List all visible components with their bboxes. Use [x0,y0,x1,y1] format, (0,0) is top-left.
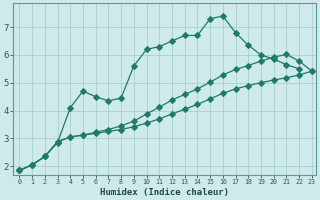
X-axis label: Humidex (Indice chaleur): Humidex (Indice chaleur) [100,188,229,197]
